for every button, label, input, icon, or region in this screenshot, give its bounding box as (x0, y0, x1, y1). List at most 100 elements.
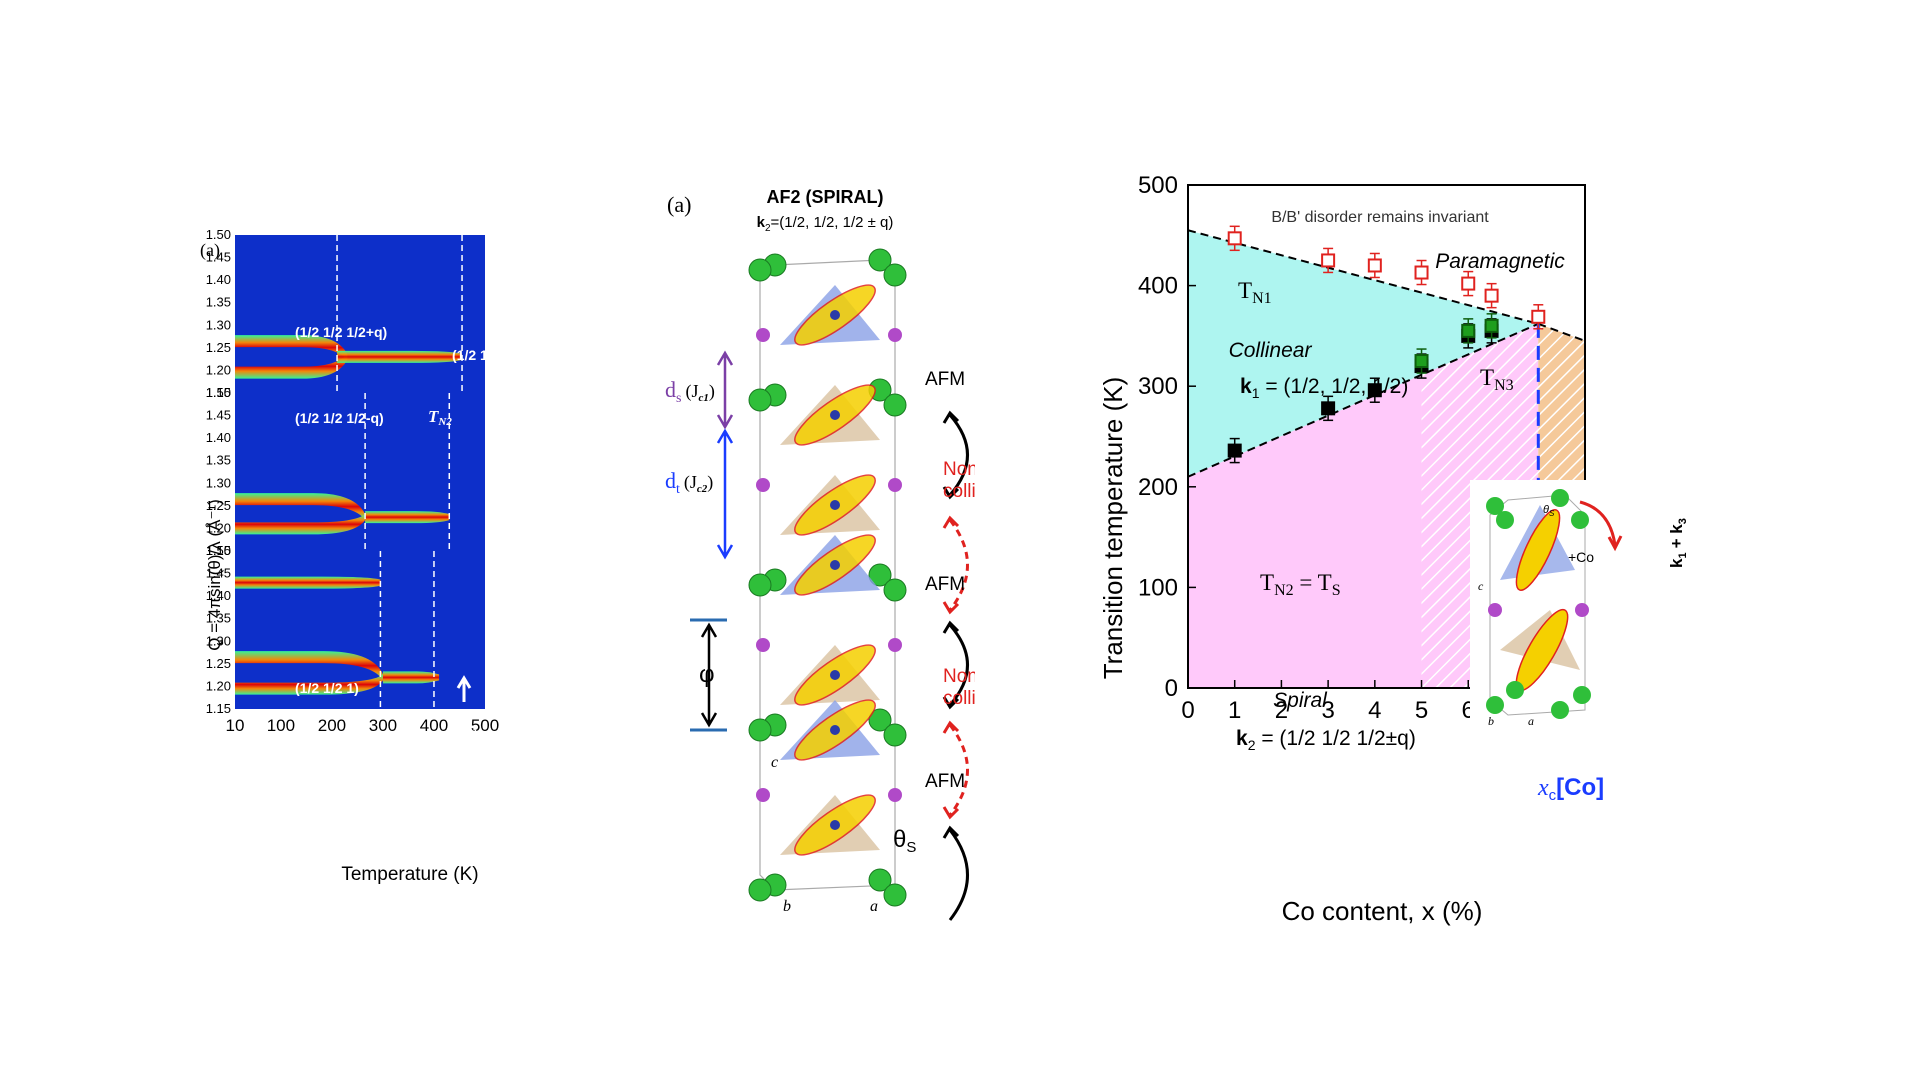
x-tick-label: 10 (226, 716, 245, 735)
crystal-structure-diagram: AF2 (SPIRAL) k2=(1/2, 1/2, 1/2 ± q) ds (J… (665, 187, 975, 921)
ds-arrow (716, 350, 734, 430)
a-site-atom (756, 638, 770, 652)
axis-label-c: c (771, 754, 778, 771)
x-tick-label: 4 (1368, 697, 1381, 724)
phase-diagram-chart: 0123456780100200300400500 B/B' disorder … (1098, 172, 1689, 926)
afm-label-3: AFM (925, 771, 965, 792)
annotation-half-half-one: (1/2 1/2 1) (295, 680, 359, 696)
axis-label-a: a (870, 898, 878, 915)
heatmap-band (235, 651, 383, 681)
tn3-label: TN3 (1480, 365, 1514, 394)
data-point-open-square-red (1227, 231, 1242, 246)
tn2-label-heatmap: TN2 (428, 407, 452, 428)
dt-label: dt (Jc2) (665, 468, 713, 497)
ds-label: ds (Jc1) (665, 377, 715, 406)
data-point-open-square-red (1484, 288, 1499, 303)
y-tick-label: 1.20 (206, 362, 231, 377)
phi-label: φ (699, 661, 715, 688)
tn1-label: TN1 (1238, 278, 1272, 307)
data-point-filled-square-green (1484, 318, 1499, 333)
k1k3-boundary-line (1537, 322, 1586, 342)
heatmap-band (337, 350, 463, 363)
inset-co-label: +Co (1568, 549, 1594, 565)
afm-label-2: AFM (925, 574, 965, 595)
top-note: B/B' disorder remains invariant (1271, 209, 1489, 226)
data-point-open-square-red (1414, 265, 1429, 280)
tn3-label-heatmap: TN3 (453, 715, 477, 736)
upper-boundary-line (1187, 229, 1539, 325)
y-tick-label: 1.50 (206, 230, 231, 242)
y-tick-label: 1.15 (206, 543, 231, 558)
x-tick-label: 300 (369, 716, 397, 735)
heatmap-subpanel-bg (235, 235, 485, 393)
a-site-atom (756, 788, 770, 802)
x-tick-label: 400 (420, 716, 448, 735)
annotation-minus-q: (1/2 1/2 1/2-q) (295, 410, 384, 426)
phase-xlabel: Co content, x (%) (1282, 896, 1483, 926)
b-site-atom (883, 263, 907, 287)
a-site-atom (888, 478, 902, 492)
k2-label: k2 = (1/2 1/2 1/2±q) (1236, 727, 1416, 753)
y-tick-label: 1.15 (206, 701, 231, 716)
tn2-ts-label: TN2 = TS (1260, 570, 1341, 599)
dt-arrow (716, 428, 734, 560)
paramagnetic-label: Paramagnetic (1435, 250, 1565, 273)
heatmap-chart: 1.501.451.401.351.301.251.201.151.501.45… (205, 230, 595, 885)
y-tick-label: 100 (1138, 574, 1178, 601)
collinear-label: Collinear (1229, 339, 1313, 362)
x-tick-label: 200 (318, 716, 346, 735)
y-tick-label: 1.35 (206, 453, 231, 468)
a-site-atom (756, 478, 770, 492)
magnetic-ion (830, 725, 840, 735)
y-tick-label: 1.50 (206, 385, 231, 400)
b-site-atom (868, 868, 892, 892)
plot-frame (1187, 184, 1586, 689)
data-point-open-square-red (1367, 258, 1382, 273)
xc-label: xc[Co] (1537, 774, 1604, 804)
panel-a-label-middle: (a) (667, 192, 692, 217)
tn3-arrow (456, 675, 472, 702)
y-tick-label: 500 (1138, 172, 1178, 199)
b-site-atom (748, 258, 772, 282)
heatmap-band (365, 511, 450, 524)
heatmap-band (235, 576, 381, 589)
b-site-atom (883, 883, 907, 907)
data-point-filled-square-black (1227, 443, 1242, 458)
unit-cell-stack (748, 248, 907, 907)
x-tick-label: 100 (267, 716, 295, 735)
data-point-filled-square-black (1367, 383, 1382, 398)
b-site-atom (748, 573, 772, 597)
magnetic-ion (830, 500, 840, 510)
inset-theta-label: θS (1543, 504, 1555, 518)
x-tick-label: 1 (1228, 697, 1241, 724)
noncollinear-label-2b: collinear (943, 688, 975, 709)
a-site-atom (888, 638, 902, 652)
magnetic-ion (830, 670, 840, 680)
heatmap-ylabel: Q = 4πsin(θ)/λ (Å⁻¹) (205, 499, 224, 651)
magnetic-ion (830, 310, 840, 320)
tn1-label-heatmap: TN1 (536, 407, 560, 428)
a-site-atom (756, 328, 770, 342)
subpanel-label-x005: x = 0.05 (515, 643, 595, 668)
inset-axis-a: a (1528, 714, 1534, 728)
data-point-open-square-red (1461, 276, 1476, 291)
y-tick-label: 1.50 (206, 543, 231, 558)
annotation-plus-q: (1/2 1/2 1/2+q) (295, 324, 387, 340)
y-tick-label: 1.40 (206, 588, 231, 603)
heatmap-band (235, 514, 366, 535)
y-tick-label: 300 (1138, 373, 1178, 400)
theta-s-label: θS (893, 826, 916, 856)
data-point-filled-square-green (1414, 354, 1429, 369)
x-tick-label: 500 (471, 716, 499, 735)
b-site-atom (868, 708, 892, 732)
b-site-atom (868, 248, 892, 272)
y-tick-label: 400 (1138, 273, 1178, 300)
b-site-atom (748, 878, 772, 902)
a-site-atom (888, 788, 902, 802)
a-site-atom (888, 328, 902, 342)
y-tick-label: 1.45 (206, 566, 231, 581)
x-tick-label: 5 (1415, 697, 1428, 724)
heatmap-band (235, 493, 366, 521)
k1-label: k1 = (1/2, 1/2, 1/2) (1240, 375, 1408, 401)
panel-a-label-left: (a) (200, 240, 220, 260)
